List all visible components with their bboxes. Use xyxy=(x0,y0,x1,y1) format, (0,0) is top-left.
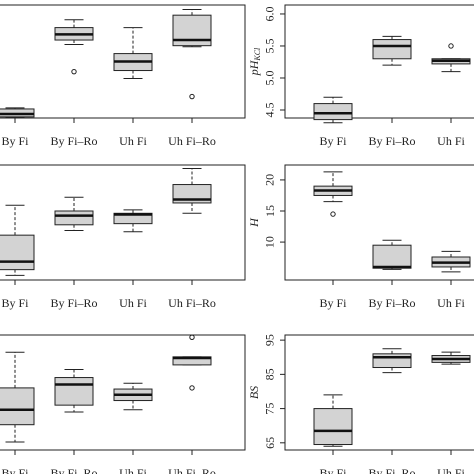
x-tick-label: By Fi xyxy=(1,134,29,148)
y-tick-label: 5.5 xyxy=(263,38,277,53)
y-axis-label: H xyxy=(247,217,261,228)
outlier xyxy=(189,334,195,340)
y-tick-label: 10 xyxy=(263,236,277,248)
outlier xyxy=(71,68,77,75)
box xyxy=(372,39,412,60)
x-tick-label: Uh Fi xyxy=(119,466,147,474)
x-tick-label: By Fi xyxy=(1,296,29,310)
outlier xyxy=(330,211,336,217)
panel: By Fi By Fi–Ro Uh Fi Uh Fi–Ro xyxy=(0,4,246,148)
x-tick-label: Uh Fi–Ro xyxy=(168,466,216,474)
y-tick-label: 95 xyxy=(263,334,277,346)
x-tick-label: By Fi xyxy=(319,466,347,474)
x-tick-label: Uh Fi xyxy=(437,296,465,310)
x-tick-label: By Fi–Ro xyxy=(368,296,415,310)
y-axis-label-main: H xyxy=(247,217,261,228)
y-axis-label: BS xyxy=(247,386,261,399)
y-tick-label: 5.0 xyxy=(263,70,277,85)
x-tick-label: Uh Fi xyxy=(119,134,147,148)
x-tick-label: By Fi xyxy=(319,134,347,148)
box xyxy=(313,103,353,121)
x-tick-label: Uh Fi–Ro xyxy=(168,134,216,148)
panel: 10 15 20 H By Fi By Fi–Ro Uh Fi xyxy=(247,164,474,310)
x-tick-label: By Fi–Ro xyxy=(50,296,97,310)
box xyxy=(372,244,412,269)
y-tick-label: 85 xyxy=(263,368,277,380)
x-tick-label: By Fi xyxy=(319,296,347,310)
plot-frame xyxy=(284,164,474,281)
box xyxy=(0,387,35,426)
y-tick-label: 65 xyxy=(263,437,277,449)
x-tick-label: By Fi–Ro xyxy=(368,134,415,148)
panel: By Fi By Fi–Ro Uh Fi Uh Fi–Ro xyxy=(0,164,246,310)
x-tick-label: By Fi xyxy=(1,466,29,474)
panel: By Fi By Fi–Ro Uh Fi Uh Fi–Ro xyxy=(0,334,246,474)
y-axis-label-main: BS xyxy=(247,386,261,399)
x-tick-label: Uh Fi xyxy=(119,296,147,310)
box xyxy=(313,408,353,446)
x-tick-label: Uh Fi–Ro xyxy=(168,296,216,310)
plot-frame xyxy=(0,334,246,451)
box xyxy=(0,234,35,271)
plot-frame xyxy=(0,164,246,281)
outlier xyxy=(448,43,454,49)
x-tick-label: Uh Fi xyxy=(437,466,465,474)
plot-frame xyxy=(284,334,474,451)
y-tick-label: 75 xyxy=(263,403,277,415)
box xyxy=(54,210,94,226)
y-axis-label-sub: KCl xyxy=(253,47,262,62)
plot-frame xyxy=(284,4,474,119)
x-tick-label: By Fi–Ro xyxy=(50,134,97,148)
y-tick-label: 15 xyxy=(263,205,277,217)
y-axis-label-main: pH xyxy=(247,59,261,76)
x-tick-label: Uh Fi xyxy=(437,134,465,148)
box xyxy=(54,377,94,406)
y-tick-label: 6.0 xyxy=(263,6,277,21)
panel: 4.5 5.0 5.5 6.0 pHKCl By Fi By Fi–Ro Uh Fi xyxy=(247,4,474,148)
y-tick-label: 4.5 xyxy=(263,102,277,117)
y-axis-label: pHKCl xyxy=(247,47,262,76)
outlier xyxy=(189,93,195,100)
plot-frame xyxy=(0,4,246,119)
x-tick-label: By Fi–Ro xyxy=(50,466,97,474)
box xyxy=(372,353,412,369)
panel: 65 75 85 95 BS By Fi By Fi–Ro Uh Fi xyxy=(247,334,474,474)
y-tick-label: 20 xyxy=(263,174,277,186)
x-tick-label: By Fi–Ro xyxy=(368,466,415,474)
outlier xyxy=(189,385,195,391)
